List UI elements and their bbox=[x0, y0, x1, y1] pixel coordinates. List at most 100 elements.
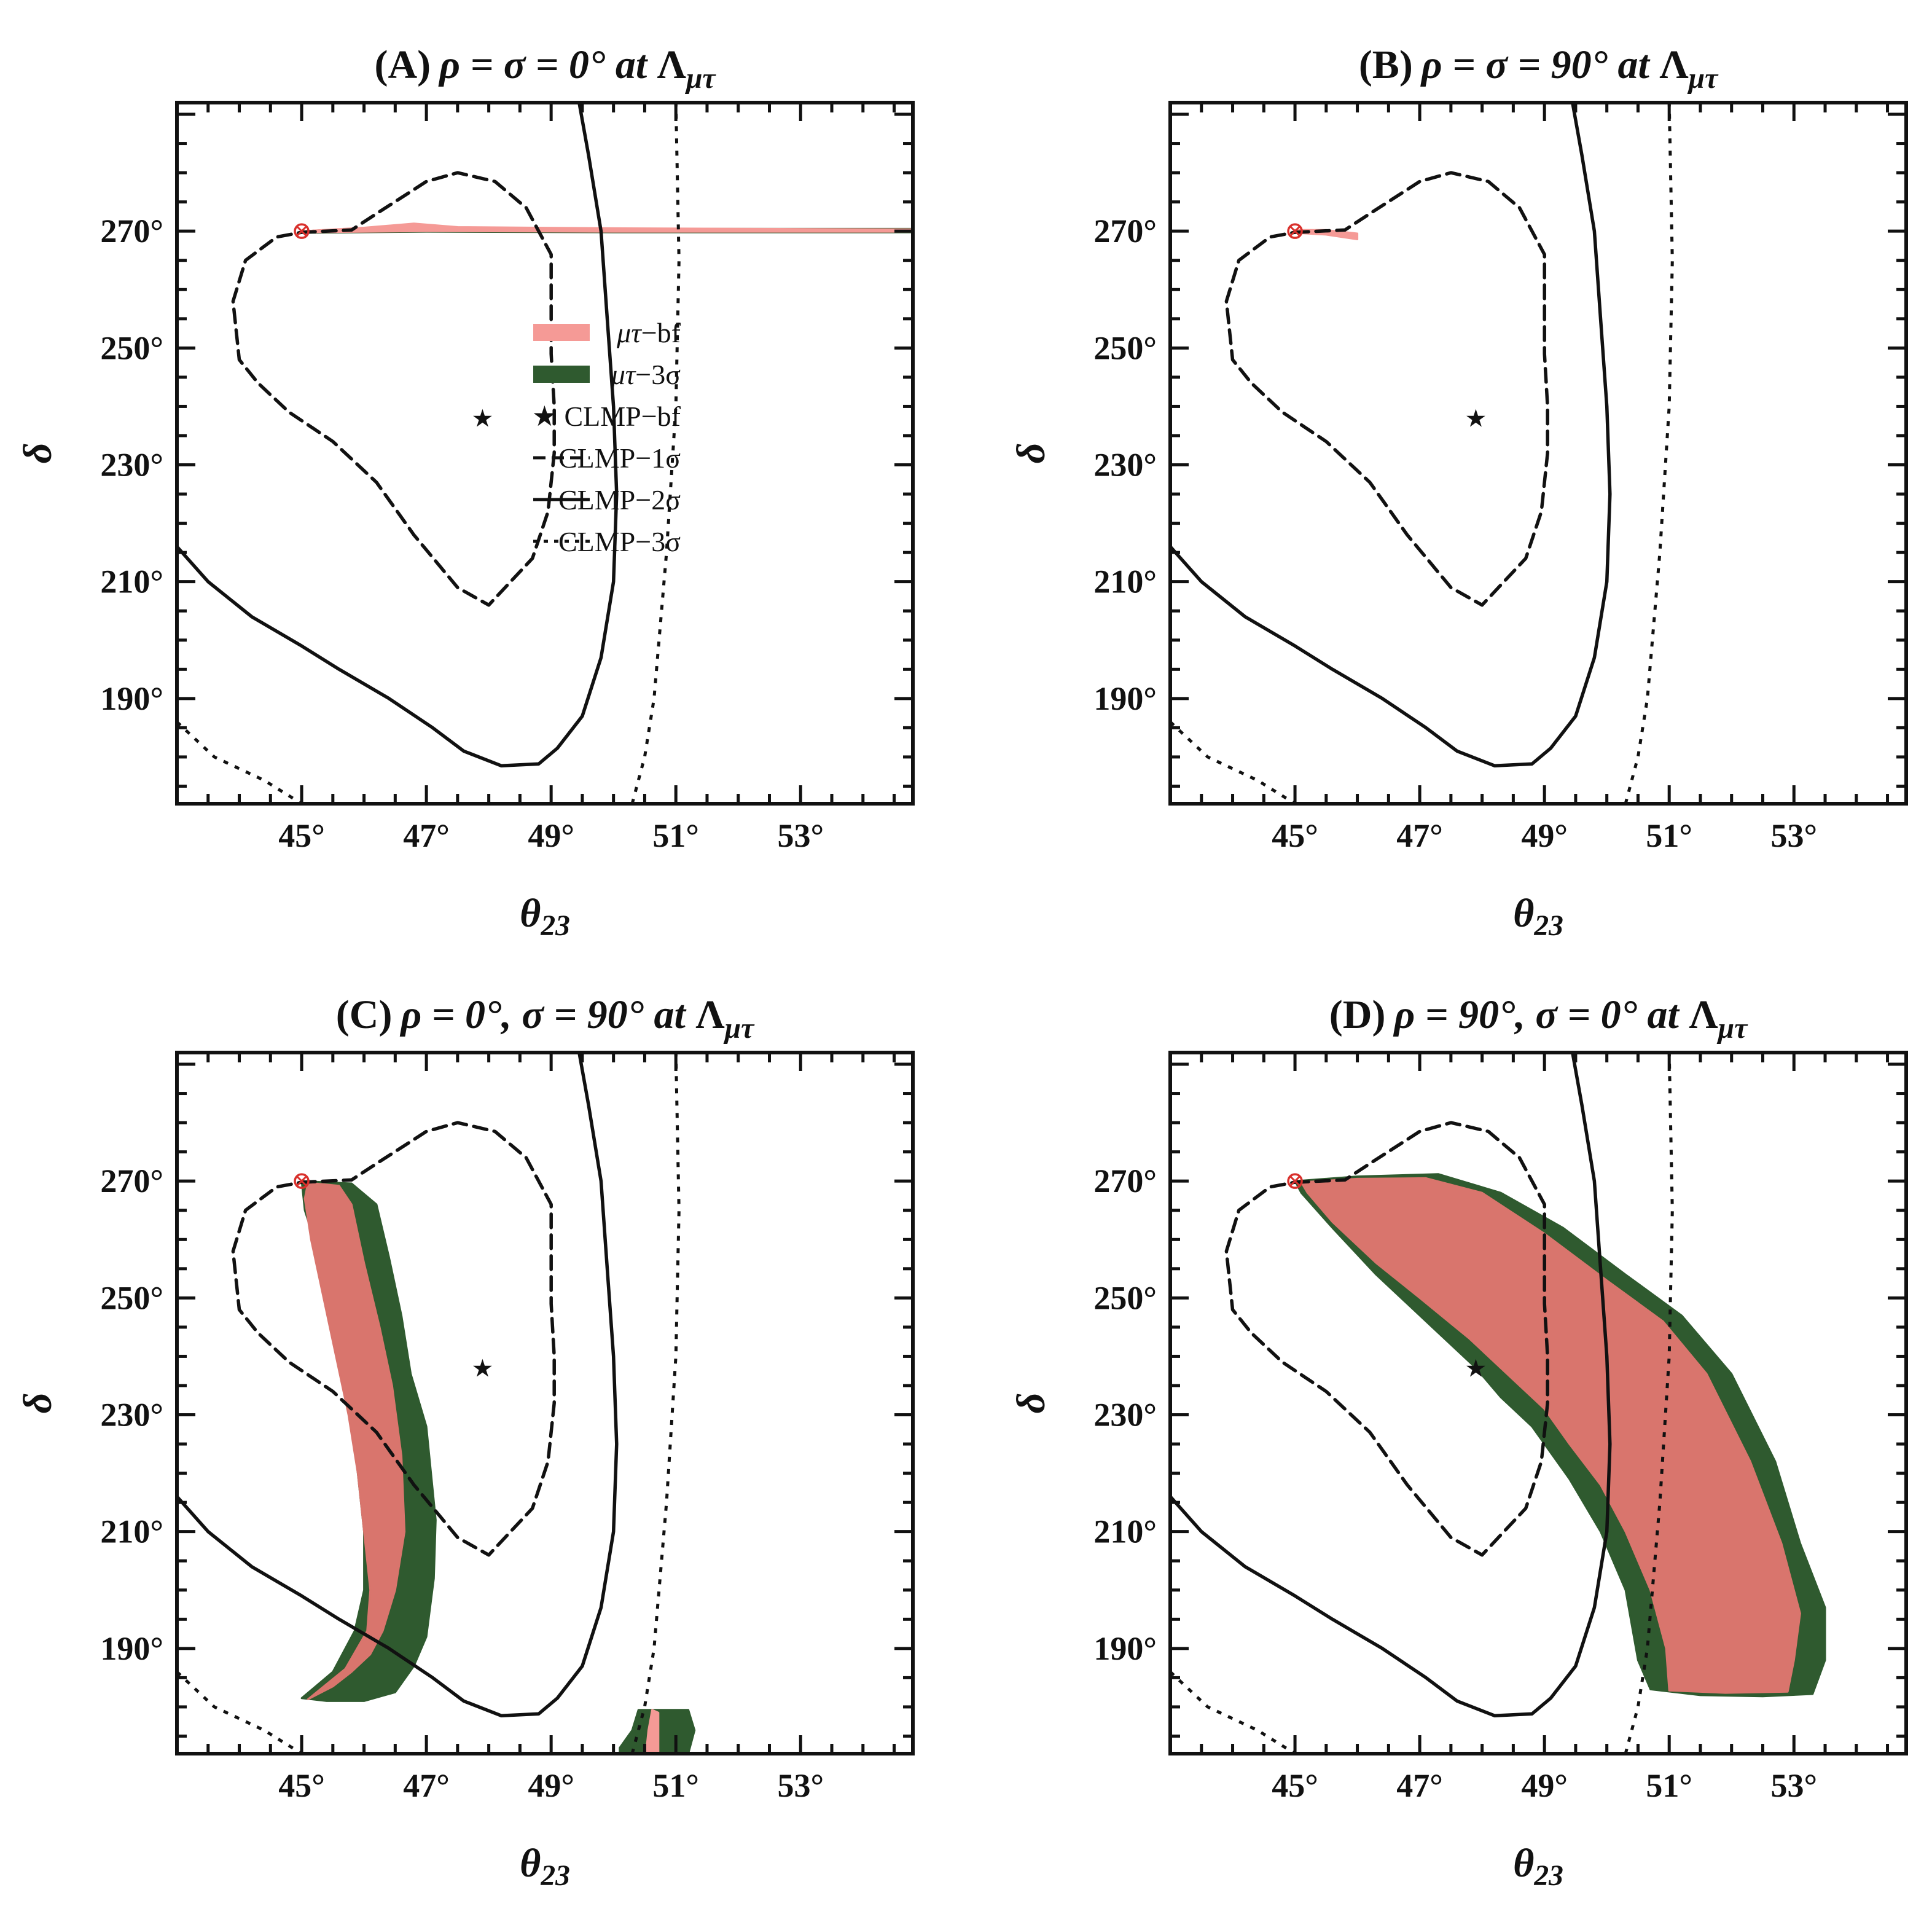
contour-2sigma bbox=[177, 1053, 619, 1717]
legend-label: CLMP−1σ bbox=[558, 442, 681, 474]
x-tick-label: 47° bbox=[1396, 1767, 1443, 1804]
legend-label: CLMP−2σ bbox=[558, 484, 681, 516]
x-axis-label-sub: 23 bbox=[1533, 1860, 1563, 1892]
x-axis-label-main: θ bbox=[520, 891, 541, 936]
ticks bbox=[175, 1053, 913, 1754]
panel-scale-sub: μτ bbox=[1716, 1013, 1748, 1045]
y-axis-label: δ bbox=[15, 1393, 60, 1414]
plot-frame bbox=[1168, 1051, 1908, 1755]
legend-label-rest: −3σ bbox=[635, 359, 681, 390]
panel-title: (A) ρ = σ = 0° at Λμτ bbox=[375, 42, 717, 95]
legend-label-rest: CLMP−3σ bbox=[558, 526, 681, 557]
legend-label: μτ−bf bbox=[616, 317, 681, 348]
x-tick-label: 53° bbox=[1770, 817, 1817, 854]
x-tick-label: 49° bbox=[1521, 1767, 1568, 1804]
x-tick-label: 45° bbox=[1272, 1767, 1318, 1804]
panel-b: (B) ρ = σ = 90° at Λμτ ★ 45° 47° 49° 51° 53° 190… bbox=[1009, 42, 1908, 942]
panel-c: (C) ρ = 0°, σ = 90° at Λμτ ★ 45° 47° 49° 51° 53… bbox=[15, 992, 915, 1892]
y-tick-label: 230° bbox=[100, 447, 163, 484]
y-tick-label: 250° bbox=[1093, 1279, 1157, 1316]
panel-a: (A) ρ = σ = 0° at Λμτ ★ 45° 47° 49° 51° 53° 190°… bbox=[15, 42, 915, 942]
x-tick-label: 45° bbox=[1272, 817, 1318, 854]
panel-condition: ρ = σ = 90° at bbox=[1420, 42, 1660, 87]
panel-title: (D) ρ = 90°, σ = 0° at Λμτ bbox=[1329, 992, 1748, 1045]
region-mutau-bf bbox=[1300, 1177, 1801, 1694]
x-axis-label-main: θ bbox=[1513, 1841, 1534, 1886]
x-tick-label: 51° bbox=[1646, 1767, 1692, 1804]
contour-3sigma bbox=[1170, 721, 1296, 804]
legend-label-main: μτ bbox=[611, 359, 636, 390]
x-axis-label-sub: 23 bbox=[1533, 910, 1563, 942]
y-axis-label: δ bbox=[1009, 443, 1054, 464]
x-tick-label: 47° bbox=[403, 817, 450, 854]
contour-3sigma bbox=[1170, 1671, 1296, 1754]
ticks bbox=[1168, 1053, 1906, 1754]
panel-scale: Λ bbox=[657, 42, 686, 87]
x-tick-label: 53° bbox=[777, 1767, 824, 1804]
legend-label: CLMP−3σ bbox=[558, 526, 681, 557]
plot-frame bbox=[1168, 101, 1908, 806]
x-tick-label: 49° bbox=[528, 1767, 574, 1804]
best-fit-star-icon: ★ bbox=[472, 404, 494, 433]
contour-2sigma bbox=[177, 103, 619, 767]
panel-label: (D) bbox=[1329, 992, 1386, 1037]
y-tick-label: 190° bbox=[100, 1630, 163, 1667]
legend-item: CLMP−1σ bbox=[533, 442, 681, 474]
legend-label: ★ CLMP−bf bbox=[532, 401, 681, 432]
x-tick-label: 51° bbox=[1646, 817, 1692, 854]
legend-swatch bbox=[533, 324, 590, 341]
legend-item: CLMP−2σ bbox=[533, 484, 681, 516]
maximal-mixing-marker-icon bbox=[1287, 223, 1303, 239]
ticks bbox=[1168, 103, 1906, 804]
x-tick-label: 49° bbox=[528, 817, 574, 854]
contour-3sigma bbox=[1624, 103, 1674, 804]
contour-3sigma bbox=[177, 1671, 303, 1754]
best-fit-star-icon: ★ bbox=[1465, 1354, 1487, 1383]
x-axis-label-main: θ bbox=[520, 1841, 541, 1886]
y-tick-label: 230° bbox=[1093, 1397, 1157, 1434]
contour-3sigma bbox=[630, 1053, 681, 1754]
x-axis-label: θ23 bbox=[520, 1841, 570, 1892]
legend-label: μτ−3σ bbox=[611, 359, 681, 390]
panel-d: (D) ρ = 90°, σ = 0° at Λμτ ★ 45° 47° 49° 51° 53… bbox=[1009, 992, 1908, 1892]
y-tick-label: 210° bbox=[1093, 563, 1157, 600]
ticks bbox=[175, 103, 913, 804]
panel-scale: Λ bbox=[695, 992, 724, 1037]
x-axis-label: θ23 bbox=[520, 891, 570, 942]
contour-1sigma bbox=[1224, 1121, 1549, 1557]
panel-label: (A) bbox=[375, 42, 431, 87]
panel-title: (C) ρ = 0°, σ = 90° at Λμτ bbox=[336, 992, 755, 1045]
x-tick-label: 47° bbox=[403, 1767, 450, 1804]
region-mutau-bf bbox=[645, 1709, 660, 1754]
panel-scale-sub: μτ bbox=[1687, 63, 1719, 95]
legend-label-rest: CLMP−2σ bbox=[558, 484, 681, 516]
contour-1sigma bbox=[1224, 171, 1549, 607]
y-tick-label: 230° bbox=[100, 1397, 163, 1434]
contour-2sigma bbox=[1170, 103, 1612, 767]
x-axis-label: θ23 bbox=[1513, 891, 1563, 942]
y-tick-label: 210° bbox=[100, 1513, 163, 1550]
x-axis-label-sub: 23 bbox=[540, 910, 570, 942]
plot-area: ★ bbox=[177, 103, 913, 804]
legend-label-rest: ★ CLMP−bf bbox=[532, 401, 681, 432]
y-tick-label: 190° bbox=[1093, 680, 1157, 717]
y-tick-label: 250° bbox=[1093, 329, 1157, 366]
x-tick-label: 51° bbox=[652, 817, 699, 854]
y-tick-label: 250° bbox=[100, 329, 163, 366]
plot-area: ★ bbox=[1170, 103, 1674, 804]
x-axis-label-sub: 23 bbox=[540, 1860, 570, 1892]
legend-label-rest: −bf bbox=[641, 317, 681, 348]
region-mutau-bf bbox=[300, 222, 913, 233]
panel-label: (B) bbox=[1359, 42, 1413, 87]
legend-item: ★ CLMP−bf bbox=[532, 401, 681, 432]
x-tick-label: 51° bbox=[652, 1767, 699, 1804]
y-tick-label: 190° bbox=[100, 680, 163, 717]
region-mutau-bf bbox=[303, 1182, 406, 1701]
panel-title: (B) ρ = σ = 90° at Λμτ bbox=[1359, 42, 1719, 95]
maximal-mixing-marker-icon bbox=[294, 223, 310, 239]
panel-scale-sub: μτ bbox=[723, 1013, 755, 1045]
panel-condition: ρ = 0°, σ = 90° at bbox=[399, 992, 695, 1037]
best-fit-star-icon: ★ bbox=[472, 1354, 494, 1383]
x-tick-label: 45° bbox=[278, 1767, 325, 1804]
